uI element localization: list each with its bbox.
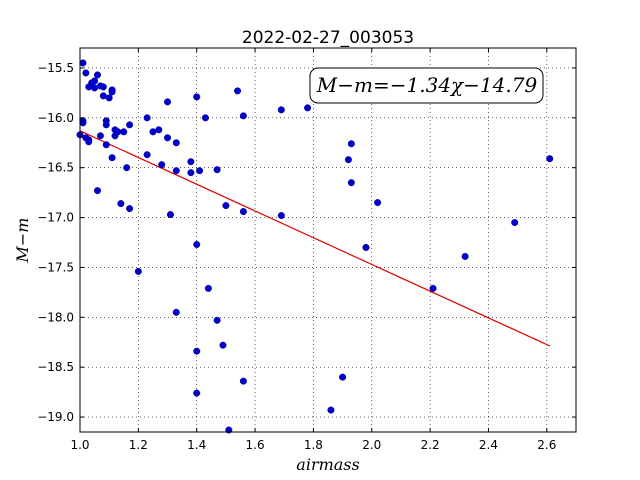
data-point — [277, 212, 285, 220]
x-tick-label: 2.4 — [479, 438, 498, 452]
data-point — [204, 284, 212, 292]
x-tick-label: 1.6 — [246, 438, 265, 452]
data-point — [85, 138, 93, 146]
data-point — [187, 158, 195, 166]
data-point — [196, 167, 204, 175]
chart-title: 2022-02-27_003053 — [242, 28, 414, 48]
data-point — [79, 119, 87, 127]
data-point — [374, 199, 382, 207]
data-point — [234, 87, 242, 95]
data-point — [304, 104, 312, 112]
data-point — [91, 84, 99, 92]
axis-ticks: 1.0 1.2 1.4 1.6 1.8 2.0 2.2 2.4 2.6 −15.5 −16.0 −16… — [37, 48, 576, 452]
data-point — [94, 71, 102, 79]
y-tick-label: −15.5 — [37, 61, 74, 75]
x-tick-label: 1.2 — [129, 438, 148, 452]
data-point — [344, 156, 352, 164]
data-point — [123, 164, 131, 172]
data-point — [201, 114, 209, 122]
data-point — [193, 93, 201, 101]
x-tick-label: 1.8 — [304, 438, 323, 452]
data-point — [172, 139, 180, 147]
data-point — [105, 94, 113, 102]
y-tick-label: −18.5 — [37, 360, 74, 374]
data-point — [79, 59, 87, 67]
grid — [79, 48, 576, 432]
data-point — [277, 106, 285, 114]
data-point — [347, 179, 355, 187]
data-point — [134, 267, 142, 275]
y-tick-label: −17.5 — [37, 260, 74, 274]
data-point — [461, 252, 469, 260]
data-point — [239, 112, 247, 120]
x-tick-label: 1.0 — [70, 438, 89, 452]
data-point — [239, 208, 247, 216]
plot-frame — [79, 47, 577, 433]
data-point — [187, 169, 195, 177]
data-point — [108, 154, 116, 162]
data-point — [102, 121, 110, 129]
data-point — [213, 316, 221, 324]
fit-line — [79, 130, 550, 347]
data-point — [114, 128, 122, 136]
data-point — [546, 155, 554, 163]
data-point — [117, 200, 125, 208]
y-tick-label: −16.5 — [37, 161, 74, 175]
y-tick-label: −17.0 — [37, 211, 74, 225]
data-point — [102, 141, 110, 149]
x-tick-label: 2.0 — [362, 438, 381, 452]
data-point — [172, 167, 180, 175]
x-tick-label: 2.2 — [421, 438, 440, 452]
data-points — [76, 59, 554, 434]
data-point — [193, 389, 201, 397]
fit-line-group — [79, 130, 550, 347]
data-point — [429, 284, 437, 292]
data-point — [143, 151, 151, 159]
data-point — [327, 406, 335, 414]
data-point — [339, 373, 347, 381]
data-point — [193, 347, 201, 355]
data-point — [94, 187, 102, 195]
data-point — [120, 128, 128, 136]
data-point — [164, 98, 172, 106]
data-point — [96, 132, 104, 140]
data-point — [172, 308, 180, 316]
data-point — [347, 140, 355, 148]
data-point — [143, 114, 151, 122]
data-point — [155, 126, 163, 134]
y-tick-label: −19.0 — [37, 410, 74, 424]
data-point — [91, 77, 99, 85]
data-point — [362, 243, 370, 251]
data-point — [126, 121, 134, 129]
y-tick-label: −18.0 — [37, 310, 74, 324]
data-point — [222, 202, 230, 210]
x-tick-label: 2.6 — [537, 438, 556, 452]
data-point — [219, 341, 227, 349]
data-point — [82, 69, 90, 77]
data-point — [164, 134, 172, 142]
data-point — [108, 88, 116, 96]
data-point — [239, 377, 247, 385]
annotation-box — [309, 67, 544, 104]
data-point — [158, 161, 166, 169]
data-point — [193, 240, 201, 248]
data-point — [99, 83, 107, 91]
y-tick-label: −16.0 — [37, 111, 74, 125]
data-point — [126, 205, 134, 213]
y-axis-label: M−m — [13, 218, 32, 264]
data-point — [213, 166, 221, 174]
x-axis-label: airmass — [296, 455, 359, 474]
data-point — [511, 219, 519, 227]
data-point — [166, 211, 174, 219]
data-point — [149, 128, 157, 136]
x-tick-label: 1.4 — [187, 438, 206, 452]
fit-equation-annotation: M−m=−1.34χ−14.79 — [316, 73, 538, 97]
data-point — [99, 92, 107, 100]
